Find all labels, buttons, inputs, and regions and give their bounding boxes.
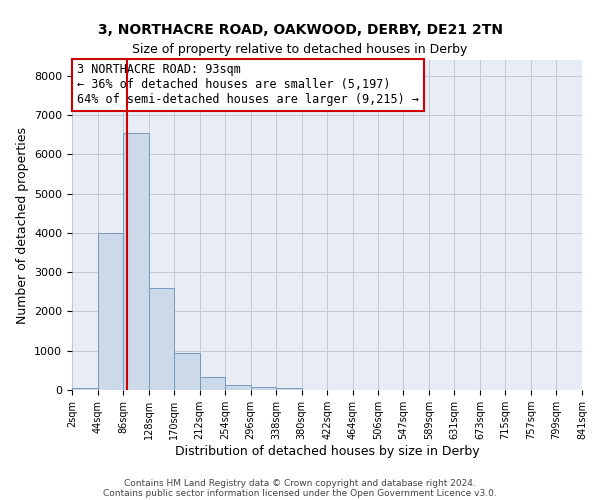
Text: 3 NORTHACRE ROAD: 93sqm
← 36% of detached houses are smaller (5,197)
64% of semi: 3 NORTHACRE ROAD: 93sqm ← 36% of detache… [77, 64, 419, 106]
Bar [98, 233, 123, 390]
Text: Contains HM Land Registry data © Crown copyright and database right 2024.: Contains HM Land Registry data © Crown c… [124, 478, 476, 488]
Bar [200, 378, 225, 390]
Text: Size of property relative to detached houses in Derby: Size of property relative to detached ho… [133, 42, 467, 56]
Bar [123, 132, 149, 390]
Text: 3, NORTHACRE ROAD, OAKWOOD, DERBY, DE21 2TN: 3, NORTHACRE ROAD, OAKWOOD, DERBY, DE21 … [97, 22, 503, 36]
Text: Contains public sector information licensed under the Open Government Licence v3: Contains public sector information licen… [103, 488, 497, 498]
Bar [72, 388, 98, 390]
Bar [174, 352, 200, 390]
Bar [276, 388, 302, 390]
Bar [251, 387, 276, 390]
X-axis label: Distribution of detached houses by size in Derby: Distribution of detached houses by size … [175, 445, 479, 458]
Bar [149, 288, 174, 390]
Y-axis label: Number of detached properties: Number of detached properties [16, 126, 29, 324]
Bar [225, 385, 251, 390]
